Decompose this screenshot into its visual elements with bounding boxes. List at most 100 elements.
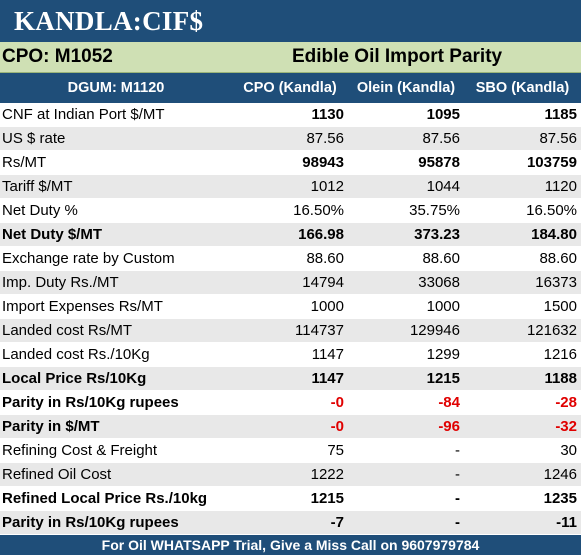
olein-value: -84 — [438, 394, 460, 411]
row-label: Tariff $/MT — [2, 178, 73, 195]
olein-value: 1044 — [426, 178, 460, 195]
sbo-value: -11 — [556, 514, 577, 531]
olein-value: 33068 — [418, 274, 460, 291]
table-row: Tariff $/MT 1012 1044 1120 — [0, 175, 581, 199]
table-row: Landed cost Rs./10Kg 1147 1299 1216 — [0, 343, 581, 367]
sbo-value: 1120 — [544, 178, 577, 195]
cpo-value: 16.50% — [293, 202, 344, 219]
row-label: Refining Cost & Freight — [2, 442, 158, 459]
cpo-value: 114737 — [295, 322, 344, 339]
sbo-value: 184.80 — [531, 226, 577, 243]
cpo-value: 98943 — [302, 154, 344, 171]
sbo-value: 16.50% — [526, 202, 577, 219]
sbo-value: 1216 — [543, 346, 577, 363]
column-header-sbo: SBO (Kandla) — [475, 80, 570, 96]
olein-value: -96 — [438, 418, 460, 435]
sbo-value: 88.60 — [539, 250, 577, 267]
table-row: Parity in Rs/10Kg rupees -7 - -11 — [0, 511, 581, 535]
title-bar: KANDLA:CIF$ — [0, 0, 581, 42]
table-title: Edible Oil Import Parity — [292, 46, 503, 67]
cpo-value: 166.98 — [298, 226, 344, 243]
cpo-contract-label: CPO: M1052 — [2, 46, 113, 67]
olein-value: - — [455, 466, 460, 483]
row-label: Import Expenses Rs/MT — [2, 298, 163, 315]
table-row: Imp. Duty Rs./MT 14794 33068 16373 — [0, 271, 581, 295]
column-header-dgum: DGUM: M1120 — [67, 80, 165, 96]
sbo-value: -32 — [555, 418, 577, 435]
cpo-value: -0 — [330, 418, 344, 435]
table-row: Net Duty $/MT 166.98 373.23 184.80 — [0, 223, 581, 247]
row-label: Refined Local Price Rs./10kg — [2, 490, 208, 507]
row-label: US $ rate — [2, 130, 66, 147]
olein-value: - — [455, 490, 460, 507]
olein-value: 35.75% — [409, 202, 460, 219]
row-label: Parity in $/MT — [2, 418, 100, 435]
page-title: KANDLA:CIF$ — [14, 5, 204, 36]
sbo-value: 1188 — [544, 370, 577, 387]
cpo-value: 14794 — [302, 274, 344, 291]
sbo-value: 1235 — [543, 490, 577, 507]
cpo-value: 88.60 — [306, 250, 344, 267]
cpo-value: 1222 — [310, 466, 344, 483]
olein-value: 95878 — [418, 154, 460, 171]
olein-value: 88.60 — [422, 250, 460, 267]
cpo-value: 1147 — [311, 370, 344, 387]
table-row: Import Expenses Rs/MT 1000 1000 1500 — [0, 295, 581, 319]
table-row: Landed cost Rs/MT 114737 129946 121632 — [0, 319, 581, 343]
row-label: CNF at Indian Port $/MT — [2, 106, 165, 123]
row-label: Local Price Rs/10Kg — [2, 370, 147, 387]
sbo-value: 30 — [560, 442, 577, 459]
olein-value: - — [455, 442, 460, 459]
sbo-value: 1500 — [543, 298, 577, 315]
olein-value: 1299 — [426, 346, 460, 363]
row-label: Imp. Duty Rs./MT — [2, 274, 119, 291]
row-label: Parity in Rs/10Kg rupees — [2, 394, 179, 411]
cpo-value: 1215 — [310, 490, 344, 507]
cpo-value: -0 — [330, 394, 344, 411]
table-row: Refined Oil Cost 1222 - 1246 — [0, 463, 581, 487]
table-row: Exchange rate by Custom 88.60 88.60 88.6… — [0, 247, 581, 271]
olein-value: 129946 — [409, 322, 460, 339]
subheader-bar: CPO: M1052 Edible Oil Import Parity — [0, 42, 581, 73]
cpo-value: 1012 — [310, 178, 344, 195]
sbo-value: 16373 — [535, 274, 577, 291]
row-label: Landed cost Rs./10Kg — [2, 346, 150, 363]
cpo-value: 87.56 — [306, 130, 344, 147]
table-row: Refined Local Price Rs./10kg 1215 - 1235 — [0, 487, 581, 511]
row-label: Net Duty $/MT — [2, 226, 103, 243]
column-header-row: DGUM: M1120 CPO (Kandla) Olein (Kandla) … — [0, 73, 581, 103]
cpo-value: 1130 — [311, 106, 344, 123]
table-row: CNF at Indian Port $/MT 1130 1095 1185 — [0, 103, 581, 127]
olein-value: 373.23 — [414, 226, 460, 243]
table-row: US $ rate 87.56 87.56 87.56 — [0, 127, 581, 151]
olein-value: 1215 — [426, 370, 460, 387]
column-header-olein: Olein (Kandla) — [356, 80, 456, 96]
sbo-value: 103759 — [526, 154, 577, 171]
row-label: Landed cost Rs/MT — [2, 322, 133, 339]
row-label: Rs/MT — [2, 154, 47, 171]
sbo-value: 1185 — [544, 106, 577, 123]
row-label: Net Duty % — [2, 202, 78, 219]
table-row: Rs/MT 98943 95878 103759 — [0, 151, 581, 175]
table-row: Net Duty % 16.50% 35.75% 16.50% — [0, 199, 581, 223]
cpo-value: 1147 — [311, 346, 344, 363]
sbo-value: -28 — [555, 394, 577, 411]
olein-value: - — [455, 514, 460, 531]
table-row: Refining Cost & Freight 75 - 30 — [0, 439, 581, 463]
sbo-value: 87.56 — [539, 130, 577, 147]
table-row: Parity in $/MT -0 -96 -32 — [0, 415, 581, 439]
row-label: Exchange rate by Custom — [2, 250, 175, 267]
sbo-value: 121632 — [526, 322, 577, 339]
row-label: Parity in Rs/10Kg rupees — [2, 514, 179, 531]
column-header-cpo: CPO (Kandla) — [243, 80, 337, 96]
cpo-value: -7 — [330, 514, 344, 531]
olein-value: 1000 — [426, 298, 460, 315]
sbo-value: 1246 — [543, 466, 577, 483]
olein-value: 87.56 — [422, 130, 460, 147]
olein-value: 1095 — [426, 106, 460, 123]
cpo-value: 75 — [327, 442, 344, 459]
row-label: Refined Oil Cost — [2, 466, 112, 483]
cpo-value: 1000 — [310, 298, 344, 315]
footer-banner: For Oil WHATSAPP Trial, Give a Miss Call… — [0, 535, 581, 555]
